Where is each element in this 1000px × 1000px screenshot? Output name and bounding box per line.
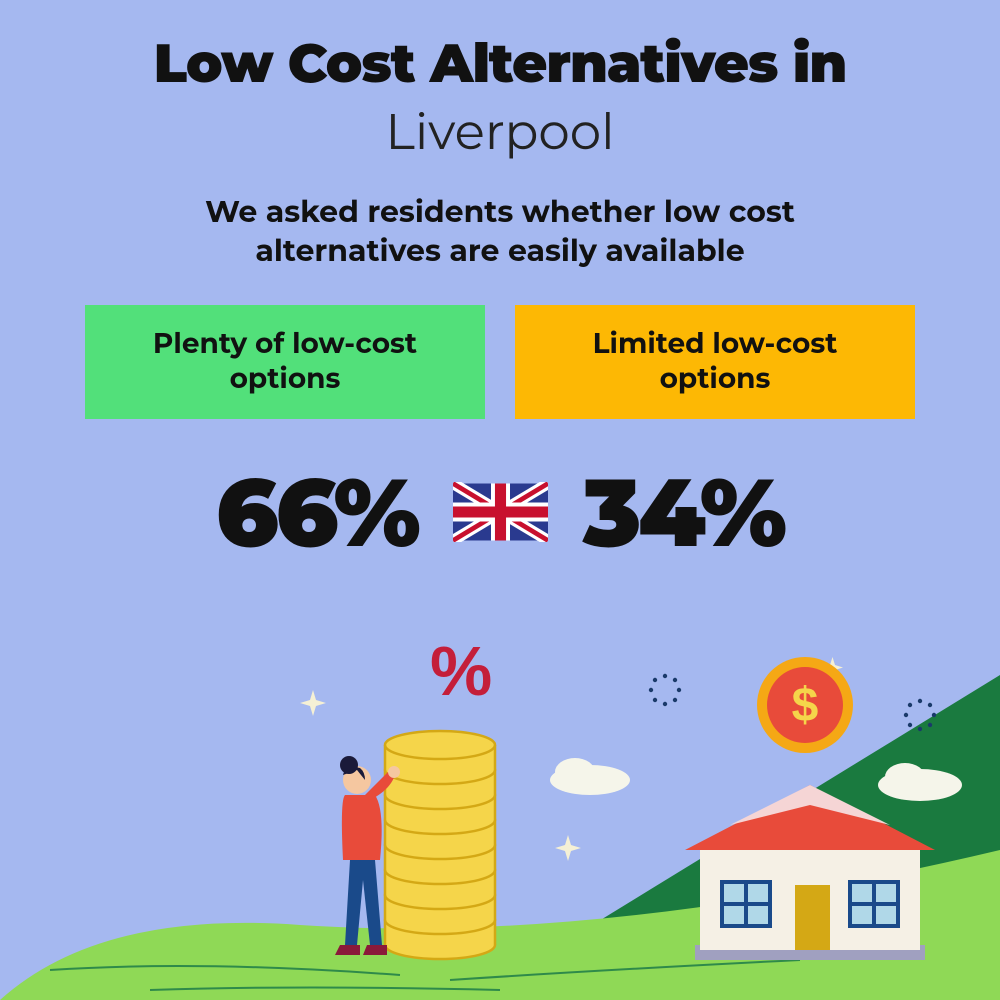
stat-left-value: 66% <box>216 454 418 570</box>
option-boxes: Plenty of low-cost options Limited low-c… <box>0 305 1000 419</box>
bottom-illustration: $ <box>0 630 1000 1000</box>
svg-text:$: $ <box>792 679 819 732</box>
title-line1: Low Cost Alternatives in <box>0 0 1000 96</box>
uk-flag-icon <box>453 482 548 542</box>
stat-right-value: 34% <box>583 454 784 570</box>
subtitle-text: We asked residents whether low cost alte… <box>130 192 870 270</box>
svg-text:%: % <box>430 632 492 710</box>
box-plenty-options: Plenty of low-cost options <box>85 305 485 419</box>
box-limited-options: Limited low-cost options <box>515 305 915 419</box>
stats-row: 66% 34% <box>0 454 1000 570</box>
title-line2: Liverpool <box>0 101 1000 162</box>
